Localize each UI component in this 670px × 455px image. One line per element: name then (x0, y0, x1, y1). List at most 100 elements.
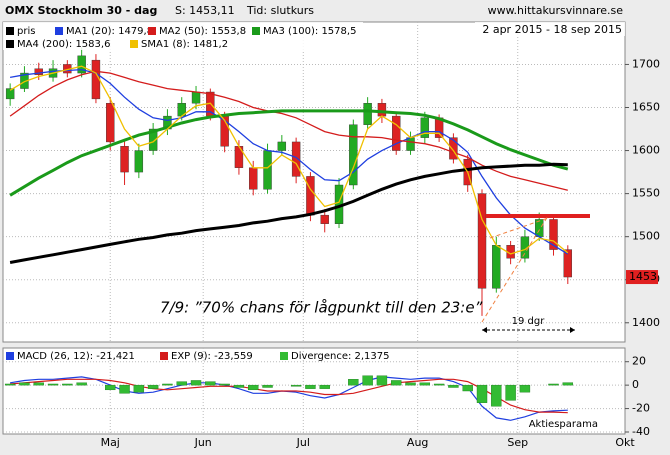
candle-body (5, 88, 15, 100)
divergence-bar (19, 382, 30, 386)
candle-body (492, 245, 501, 289)
legend-label: MA4 (200): 1583,6 (17, 39, 110, 50)
last-price-box (626, 270, 658, 285)
divergence-bar (548, 383, 559, 386)
candle-body (249, 167, 258, 190)
x-tick-label: Maj (101, 436, 120, 449)
candle-body (349, 124, 358, 186)
candle-body (291, 141, 301, 177)
legend-swatch (252, 27, 260, 35)
divergence-bar (205, 381, 216, 386)
divergence-bar (476, 384, 488, 403)
divergence-bar (4, 383, 16, 386)
legend-label: MA1 (20): 1479,8 (66, 26, 153, 37)
candle-body (563, 249, 573, 278)
x-tick-label: Sep (507, 436, 528, 449)
title: OMX Stockholm 30 - dag (5, 4, 157, 17)
legend-swatch (6, 27, 14, 35)
legend-label: pris (17, 26, 35, 37)
legend-swatch (55, 27, 63, 35)
y-tick-label: -20 (632, 402, 650, 415)
candle-body (277, 141, 287, 151)
divergence-bar (362, 375, 373, 386)
divergence-bar (448, 384, 459, 388)
divergence-bar (162, 383, 173, 386)
divergence-bar (190, 380, 202, 386)
candle-body (77, 55, 86, 74)
divergence-bar (376, 375, 388, 386)
ma-line (9, 70, 568, 191)
logo: Aktiesparama (529, 419, 598, 430)
legend-label: Divergence: 2,1375 (291, 351, 390, 362)
candle-body (406, 137, 415, 151)
candle-body (549, 219, 558, 250)
legend-box (3, 22, 363, 50)
legend-swatch (6, 40, 14, 48)
candle-body (377, 102, 387, 117)
last-price: S: 1453,11 (175, 4, 235, 17)
divergence-bar (233, 384, 245, 388)
divergence-bar (219, 383, 230, 386)
divergence-bar (405, 382, 416, 386)
x-tick-label: Jun (194, 436, 212, 449)
date-range: 2 apr 2015 - 18 sep 2015 (482, 23, 622, 36)
legend-swatch (6, 352, 14, 360)
candle-body (106, 102, 115, 143)
divergence-bar (47, 383, 59, 386)
legend-label: MA3 (100): 1578,5 (263, 26, 356, 37)
divergence-bar (290, 384, 302, 387)
y-tick-label: 1700 (632, 57, 660, 70)
divergence-bar (105, 384, 116, 391)
candle-body (477, 193, 487, 289)
x-tick-label: Okt (615, 436, 635, 449)
last-price-label: 1453 (629, 270, 657, 283)
range-box (475, 22, 625, 36)
annotation: 19 dgr (512, 316, 546, 327)
divergence-bar (62, 383, 73, 386)
trend-line (489, 217, 549, 239)
candle-body (120, 146, 129, 173)
divergence-bar (391, 380, 402, 386)
candle-body (148, 128, 158, 151)
candle-body (392, 115, 401, 151)
candle-body (306, 176, 315, 216)
mode: Tid: slutkurs (246, 4, 314, 17)
divergence-bar (305, 384, 316, 389)
y-tick-label: 20 (632, 355, 646, 368)
legend-swatch (160, 352, 168, 360)
price-layer (3, 22, 625, 434)
annotation: 7/9: ”70% chans för lågpunkt till den 23… (160, 299, 483, 317)
divergence-bar (348, 379, 359, 386)
legend-swatch (280, 352, 288, 360)
candle-body (134, 150, 144, 173)
divergence-bar (76, 382, 87, 386)
candle-body (520, 236, 530, 259)
ma-line (9, 68, 569, 255)
ma-line (9, 162, 568, 264)
divergence-bar (433, 383, 445, 386)
divergence-bar (419, 382, 431, 386)
divergence-bar (462, 384, 473, 392)
ma-line (9, 109, 569, 197)
divergence-bar (119, 384, 130, 394)
divergence-bar (262, 384, 273, 388)
y-tick-label: 1400 (632, 316, 660, 329)
divergence-bar (519, 384, 531, 393)
divergence-bar (491, 384, 502, 407)
x-tick-label: Aug (407, 436, 428, 449)
divergence-bar (133, 384, 145, 393)
legend-label: EXP (9): -23,559 (171, 351, 253, 362)
y-tick-label: 0 (632, 378, 639, 391)
y-tick-label: 1650 (632, 101, 660, 114)
divergence-bar (505, 384, 516, 401)
macd-line (10, 378, 568, 414)
y-tick-label: 1500 (632, 230, 660, 243)
legend-swatch (130, 40, 138, 48)
divergence-bar (147, 384, 159, 389)
candle-body (320, 214, 329, 224)
candle-body (420, 117, 430, 138)
ma-line (9, 65, 569, 255)
candle-body (34, 68, 43, 75)
candle-body (449, 137, 458, 160)
